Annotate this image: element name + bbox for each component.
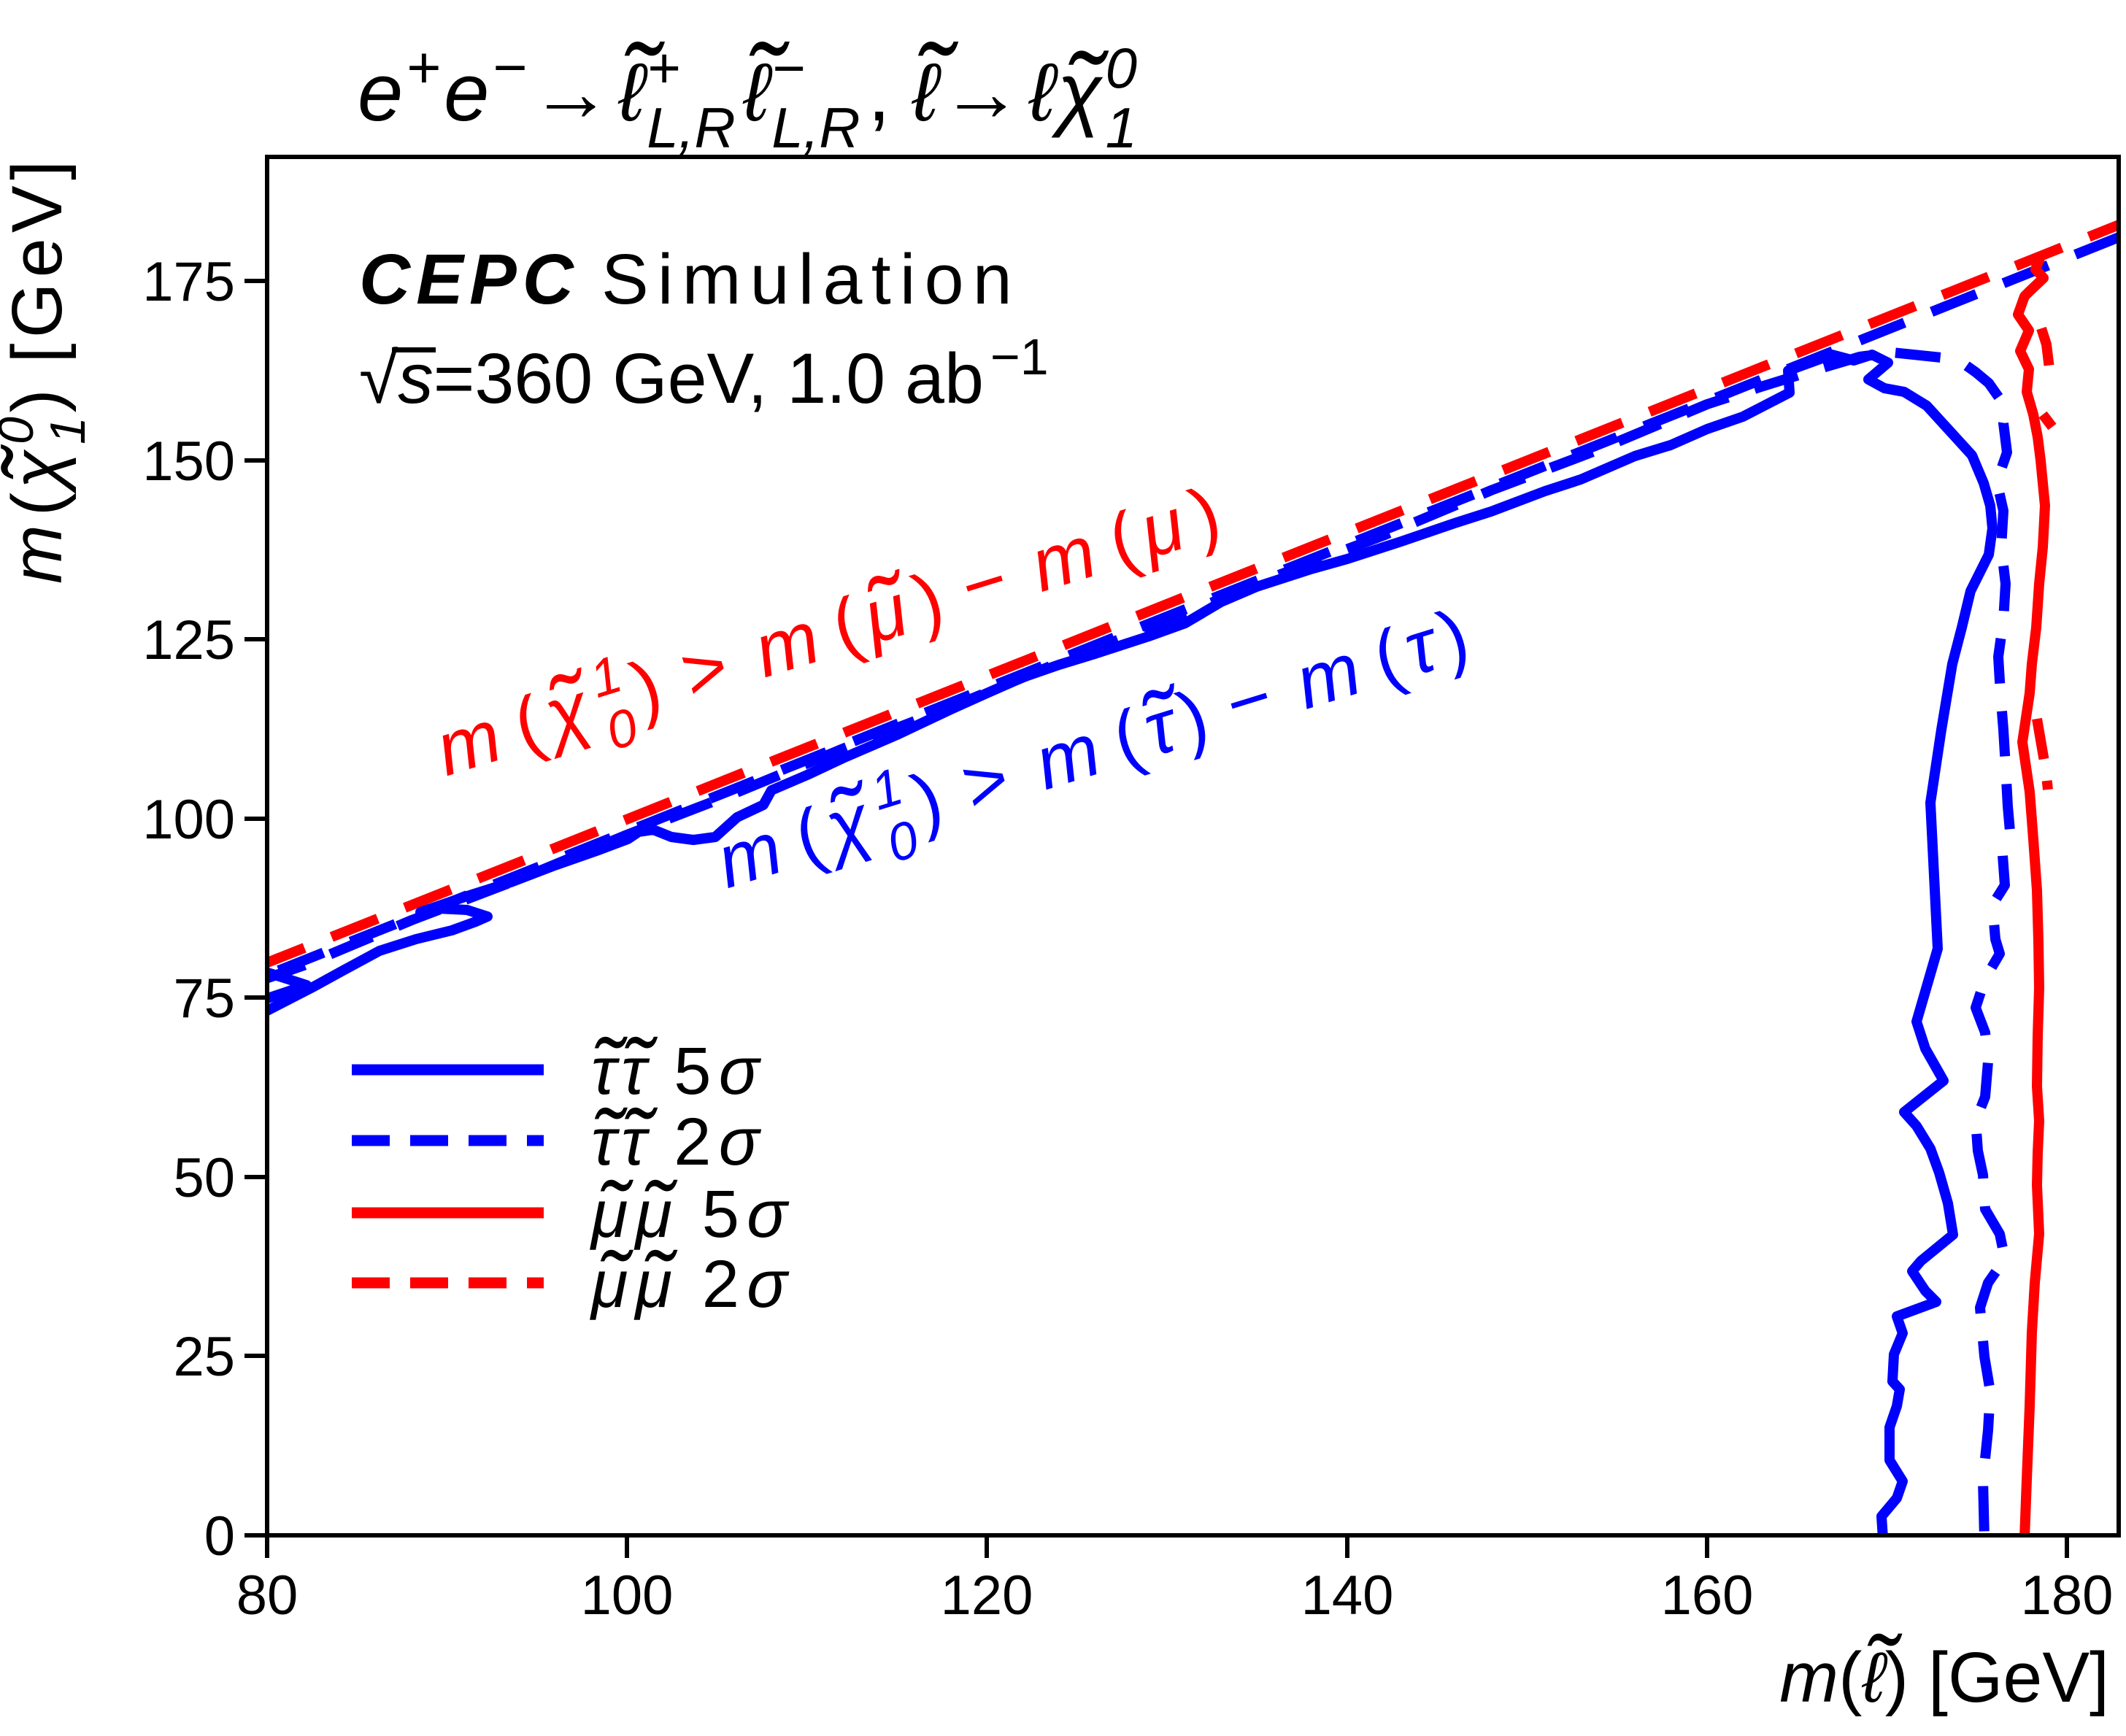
svg-text:m: m: [0, 516, 77, 584]
svg-text:(: (: [0, 489, 77, 516]
svg-text:120: 120: [941, 1565, 1033, 1627]
svg-text:150: 150: [142, 431, 235, 493]
svg-text:[GeV]: [GeV]: [1928, 1637, 2109, 1717]
svg-text:+: +: [407, 35, 444, 101]
svg-text:25: 25: [173, 1326, 235, 1388]
svg-text:μ: μ: [634, 1247, 680, 1322]
svg-text:180: 180: [2021, 1565, 2114, 1627]
svg-text:+: +: [647, 36, 680, 100]
svg-text:100: 100: [142, 789, 235, 851]
svg-text:140: 140: [1301, 1565, 1394, 1627]
svg-text:τ: τ: [621, 1034, 651, 1108]
svg-text:e: e: [358, 47, 407, 138]
svg-text:[GeV]: [GeV]: [0, 155, 77, 363]
svg-text:τ: τ: [621, 1105, 651, 1179]
svg-text:τ: τ: [591, 1105, 621, 1179]
svg-text:L,R: L,R: [647, 96, 735, 160]
svg-text:Simulation: Simulation: [601, 239, 1021, 319]
svg-text:σ: σ: [719, 1034, 768, 1108]
svg-text:): ): [1885, 1637, 1909, 1717]
svg-text:μ: μ: [590, 1247, 636, 1322]
svg-text:L,R: L,R: [771, 96, 860, 160]
svg-text:χ: χ: [0, 444, 77, 495]
svg-text:σ: σ: [747, 1247, 796, 1322]
svg-text:125: 125: [142, 609, 235, 671]
svg-text:160: 160: [1661, 1565, 1754, 1627]
svg-text:−: −: [771, 36, 805, 100]
svg-text:175: 175: [142, 251, 235, 313]
svg-text:): ): [0, 385, 77, 412]
svg-text:50: 50: [173, 1147, 235, 1209]
svg-text:σ: σ: [719, 1105, 768, 1179]
svg-text:75: 75: [173, 968, 235, 1030]
svg-text:1: 1: [1106, 96, 1137, 160]
svg-text:ℓ: ℓ: [1028, 47, 1059, 138]
svg-text:m: m: [1779, 1637, 1838, 1717]
svg-text:CEPC: CEPC: [359, 239, 579, 319]
svg-text:μ: μ: [634, 1177, 680, 1251]
svg-text:ℓ: ℓ: [617, 47, 648, 138]
svg-text:100: 100: [581, 1565, 674, 1627]
svg-text:−: −: [493, 35, 530, 101]
svg-text:5: 5: [702, 1177, 747, 1251]
svg-text:0: 0: [1106, 36, 1137, 100]
svg-text:0: 0: [204, 1505, 235, 1567]
svg-text:(: (: [1838, 1637, 1862, 1717]
svg-text:1: 1: [40, 417, 96, 444]
svg-text:ℓ: ℓ: [742, 47, 773, 138]
svg-text:e: e: [444, 47, 493, 138]
svg-text:τ: τ: [591, 1034, 621, 1108]
svg-text:−1: −1: [990, 328, 1049, 385]
svg-text:0: 0: [0, 417, 44, 444]
svg-text:→: →: [941, 47, 1029, 138]
svg-text:χ: χ: [1051, 47, 1106, 138]
svg-text:σ: σ: [747, 1177, 796, 1251]
svg-text:80: 80: [236, 1565, 299, 1627]
svg-text:5: 5: [674, 1034, 718, 1108]
svg-text:ℓ: ℓ: [912, 47, 942, 138]
svg-text:=360 GeV, 1.0 ab: =360 GeV, 1.0 ab: [434, 339, 984, 418]
svg-text:2: 2: [674, 1105, 718, 1179]
svg-text:,: ,: [868, 47, 893, 138]
svg-text:→: →: [530, 47, 618, 138]
svg-text:ℓ: ℓ: [1861, 1637, 1887, 1717]
svg-text:μ: μ: [590, 1177, 636, 1251]
svg-text:2: 2: [702, 1247, 747, 1322]
